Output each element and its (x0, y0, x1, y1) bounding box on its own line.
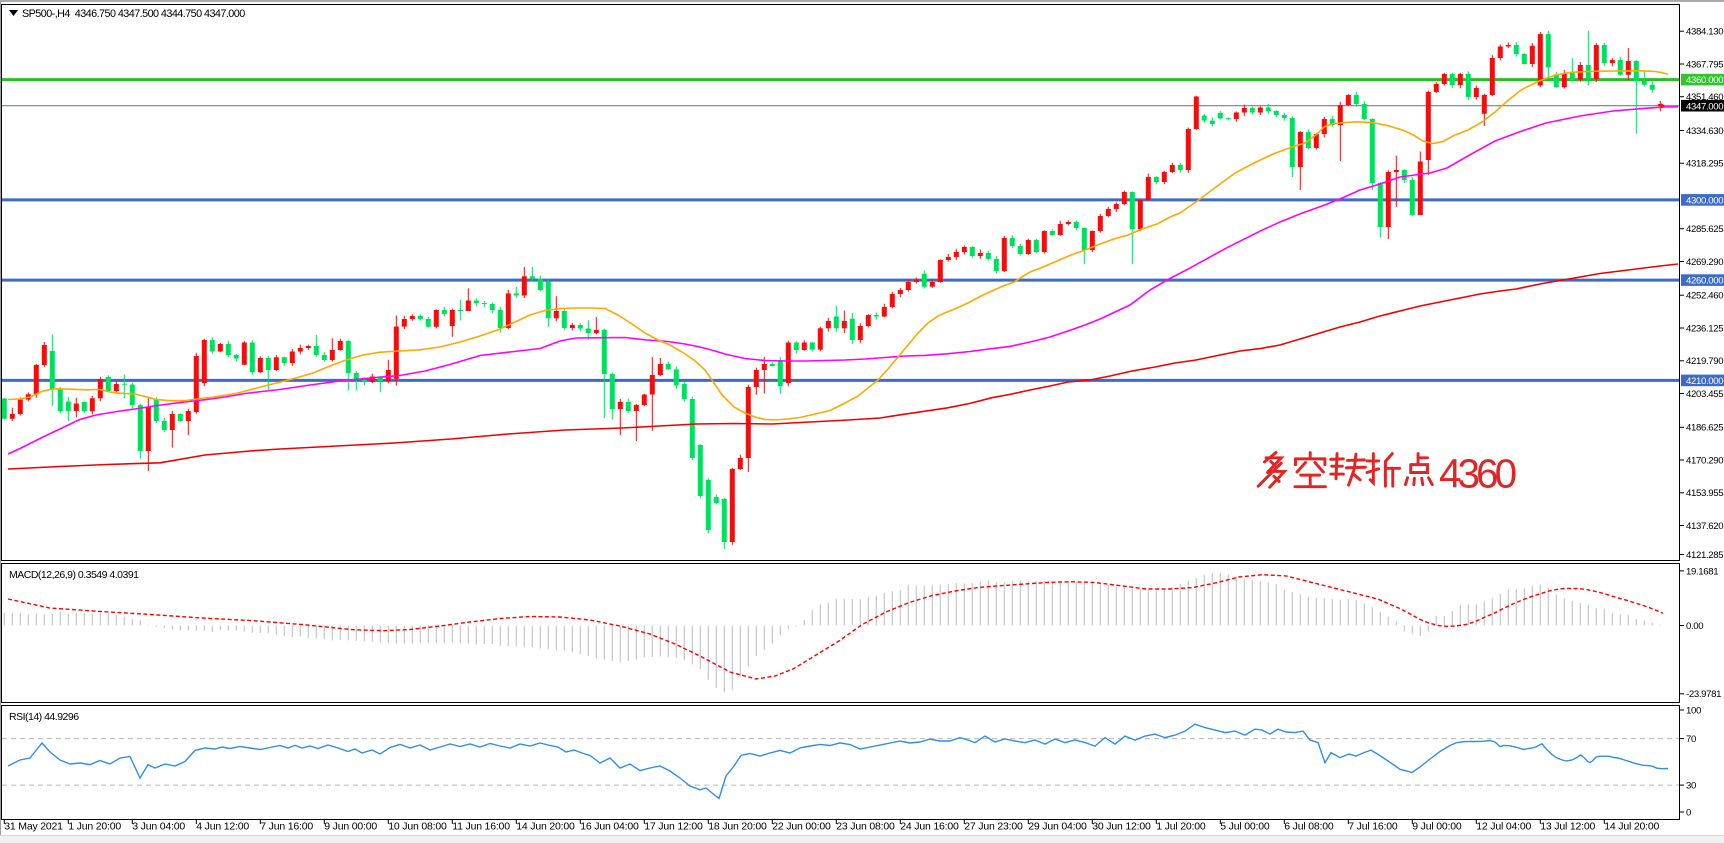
svg-text:1 Jun 20:00: 1 Jun 20:00 (68, 821, 121, 833)
svg-text:18 Jun 20:00: 18 Jun 20:00 (708, 821, 767, 833)
svg-text:4318.295: 4318.295 (1686, 159, 1723, 170)
svg-text:MACD(12,26,9) 0.3549 4.0391: MACD(12,26,9) 0.3549 4.0391 (9, 569, 139, 581)
svg-text:30 Jun 12:00: 30 Jun 12:00 (1092, 821, 1151, 833)
svg-text:0.00: 0.00 (1686, 621, 1703, 632)
svg-text:RSI(14) 44.9296: RSI(14) 44.9296 (9, 711, 79, 723)
svg-text:100: 100 (1686, 705, 1701, 716)
svg-text:4153.955: 4153.955 (1686, 488, 1723, 499)
svg-text:17 Jun 12:00: 17 Jun 12:00 (644, 821, 703, 833)
svg-text:9 Jun 00:00: 9 Jun 00:00 (324, 821, 377, 833)
svg-text:4137.620: 4137.620 (1686, 521, 1723, 532)
svg-text:29 Jun 04:00: 29 Jun 04:00 (1028, 821, 1087, 833)
svg-text:7 Jul 16:00: 7 Jul 16:00 (1348, 821, 1398, 833)
svg-text:4384.130: 4384.130 (1686, 27, 1723, 38)
svg-text:4186.625: 4186.625 (1686, 423, 1723, 434)
svg-text:12 Jul 04:00: 12 Jul 04:00 (1476, 821, 1531, 833)
svg-text:4334.630: 4334.630 (1686, 126, 1723, 137)
svg-text:27 Jun 23:00: 27 Jun 23:00 (964, 821, 1023, 833)
svg-text:1 Jul 20:00: 1 Jul 20:00 (1156, 821, 1206, 833)
svg-text:31 May 2021: 31 May 2021 (4, 821, 63, 833)
svg-text:6 Jul 08:00: 6 Jul 08:00 (1284, 821, 1334, 833)
svg-text:23 Jun 08:00: 23 Jun 08:00 (836, 821, 895, 833)
svg-text:9 Jul 00:00: 9 Jul 00:00 (1412, 821, 1462, 833)
svg-text:24 Jun 16:00: 24 Jun 16:00 (900, 821, 959, 833)
svg-text:4170.290: 4170.290 (1686, 455, 1723, 466)
svg-text:SP500-,H4 4346.750 4347.500 4: SP500-,H4 4346.750 4347.500 4344.750 434… (22, 8, 245, 20)
svg-text:4360.000: 4360.000 (1686, 75, 1723, 86)
svg-text:22 Jun 00:00: 22 Jun 00:00 (772, 821, 831, 833)
svg-text:4236.125: 4236.125 (1686, 323, 1723, 334)
svg-text:3 Jun 04:00: 3 Jun 04:00 (132, 821, 185, 833)
svg-text:4300.000: 4300.000 (1686, 196, 1723, 207)
svg-text:5 Jul 00:00: 5 Jul 00:00 (1220, 821, 1270, 833)
svg-text:4219.790: 4219.790 (1686, 356, 1723, 367)
svg-text:19.1681: 19.1681 (1686, 566, 1718, 577)
svg-text:11 Jun 16:00: 11 Jun 16:00 (452, 821, 510, 833)
svg-text:0: 0 (1686, 807, 1691, 818)
svg-text:4203.455: 4203.455 (1686, 389, 1723, 400)
svg-text:70: 70 (1686, 734, 1696, 745)
svg-text:16 Jun 04:00: 16 Jun 04:00 (580, 821, 639, 833)
svg-text:10 Jun 08:00: 10 Jun 08:00 (388, 821, 447, 833)
svg-text:4269.290: 4269.290 (1686, 257, 1723, 268)
svg-text:4121.285: 4121.285 (1686, 550, 1723, 561)
svg-text:4210.000: 4210.000 (1686, 376, 1723, 387)
svg-text:4 Jun 12:00: 4 Jun 12:00 (196, 821, 249, 833)
svg-text:30: 30 (1686, 781, 1696, 792)
svg-text:13 Jul 12:00: 13 Jul 12:00 (1540, 821, 1595, 833)
svg-text:4260.000: 4260.000 (1686, 276, 1723, 287)
svg-text:4367.795: 4367.795 (1686, 59, 1723, 70)
svg-text:4285.625: 4285.625 (1686, 224, 1723, 235)
svg-text:4347.000: 4347.000 (1686, 101, 1723, 112)
svg-text:4252.460: 4252.460 (1686, 291, 1723, 302)
svg-text:-23.9781: -23.9781 (1686, 689, 1721, 700)
svg-text:7 Jun 16:00: 7 Jun 16:00 (260, 821, 313, 833)
svg-text:14 Jul 20:00: 14 Jul 20:00 (1604, 821, 1659, 833)
svg-text:4351.460: 4351.460 (1686, 92, 1723, 103)
svg-text:14 Jun 20:00: 14 Jun 20:00 (516, 821, 575, 833)
svg-text:4360: 4360 (1439, 451, 1516, 497)
